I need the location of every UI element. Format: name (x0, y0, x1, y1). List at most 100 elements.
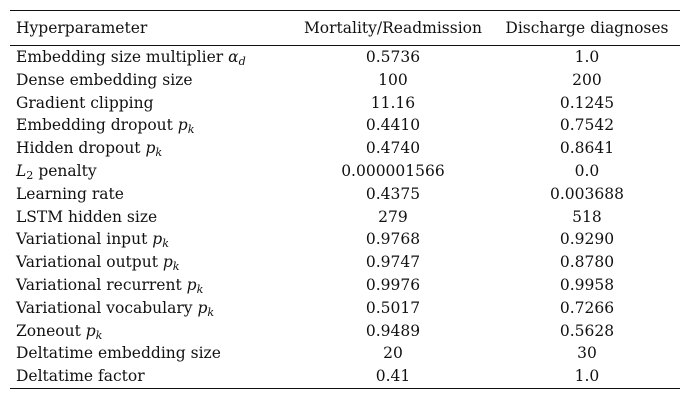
hyperparameter-name: Variational input pk (10, 228, 292, 251)
math-subscript: k (187, 123, 195, 137)
table-body: Embedding size multiplier αd 0.5736 1.0 Den… (10, 46, 680, 389)
discharge-diagnoses-value: 1.0 (574, 48, 600, 66)
math-subscript: k (172, 259, 180, 273)
hyperparameter-label: Learning rate (16, 184, 124, 203)
mortality-readmission-value: 0.000001566 (341, 161, 445, 180)
math-subscript: k (162, 237, 169, 251)
mortality-readmission-value: 0.4375 (365, 184, 421, 203)
math-symbol: p (152, 230, 163, 249)
hyperparameter-label: Embedding size multiplier (16, 48, 229, 66)
hyperparameter-label: Variational output (16, 253, 163, 272)
hyperparameter-label: Deltatime factor (16, 367, 145, 386)
hyperparameter-label: Dense embedding size (16, 70, 193, 89)
discharge-diagnoses-value: 30 (577, 344, 597, 363)
hyperparameter-label: Embedding dropout (16, 116, 178, 135)
hyperparameter-label: Hidden dropout (16, 139, 146, 158)
hyperparameter-label: Variational vocabulary (16, 298, 198, 317)
math-subscript: k (207, 305, 215, 319)
hyperparameter-label: Zoneout (16, 321, 86, 340)
math-subscript: k (196, 282, 204, 296)
table-row: Deltatime embedding size 20 30 (10, 342, 680, 365)
discharge-diagnoses-value: 1.0 (574, 367, 600, 386)
table-row: Gradient clipping 11.16 0.1245 (10, 92, 680, 115)
math-symbol: p (162, 253, 173, 272)
discharge-diagnoses-value: 0.5628 (559, 321, 615, 340)
math-symbol: p (177, 116, 188, 135)
table-row: Embedding dropout pk 0.4410 0.7542 (10, 114, 680, 137)
table-row: Deltatime factor 0.41 1.0 (10, 365, 680, 389)
hyperparameter-label: Variational input (16, 230, 153, 249)
header-row: Hyperparameter Mortality/Readmission Dis… (10, 10, 680, 46)
header-hyperparameter: Hyperparameter (16, 18, 148, 37)
hyperparameter-name: Variational vocabulary pk (10, 297, 292, 320)
discharge-diagnoses-value: 0.0 (574, 161, 600, 180)
math-symbol: p (197, 298, 208, 317)
table-row: Variational vocabulary pk 0.5017 0.7266 (10, 297, 680, 320)
mortality-readmission-value: 0.5736 (365, 48, 421, 66)
table-row: Variational recurrent pk 0.9976 0.9958 (10, 274, 680, 297)
discharge-diagnoses-value: 0.9290 (559, 230, 615, 249)
discharge-diagnoses-value: 200 (572, 70, 602, 89)
hyperparameter-name: Deltatime factor (10, 365, 292, 388)
math-symbol: p (145, 139, 156, 158)
math-subscript: k (155, 145, 163, 159)
math-subscript: 2 (26, 168, 34, 182)
hyperparameter-name: Variational output pk (10, 251, 292, 274)
hyperparameter-label: LSTM hidden size (16, 207, 158, 226)
hyperparameter-name: LSTM hidden size (10, 206, 292, 229)
math-symbol: L (16, 161, 27, 180)
table-row: Embedding size multiplier αd 0.5736 1.0 (10, 46, 680, 69)
discharge-diagnoses-value: 0.8780 (559, 253, 615, 272)
mortality-readmission-value: 0.5017 (365, 298, 421, 317)
hyperparameter-name: Embedding dropout pk (10, 114, 292, 137)
hyperparameter-name: Dense embedding size (10, 69, 292, 92)
hyperparameter-label-suffix: penalty (33, 161, 97, 180)
hyperparameter-table: Hyperparameter Mortality/Readmission Dis… (10, 10, 680, 389)
hyperparameter-name: Hidden dropout pk (10, 137, 292, 160)
math-subscript: k (95, 328, 103, 342)
hyperparameter-name: L2 penalty (10, 160, 292, 183)
table-row: Learning rate 0.4375 0.003688 (10, 183, 680, 206)
table-row: Variational output pk 0.9747 0.8780 (10, 251, 680, 274)
mortality-readmission-value: 0.9747 (365, 253, 421, 272)
mortality-readmission-value: 279 (378, 207, 408, 226)
hyperparameter-name: Variational recurrent pk (10, 274, 292, 297)
table-row: Zoneout pk 0.9489 0.5628 (10, 320, 680, 343)
table-row: L2 penalty 0.000001566 0.0 (10, 160, 680, 183)
hyperparameter-name: Gradient clipping (10, 92, 292, 115)
table-row: LSTM hidden size 279 518 (10, 206, 680, 229)
math-symbol: p (186, 275, 197, 294)
table-row: Variational input pk 0.9768 0.9290 (10, 228, 680, 251)
mortality-readmission-value: 0.41 (375, 367, 411, 386)
discharge-diagnoses-value: 0.8641 (559, 139, 615, 158)
math-symbol: p (85, 321, 96, 340)
discharge-diagnoses-value: 0.003688 (549, 184, 624, 203)
hyperparameter-label: Deltatime embedding size (16, 344, 221, 363)
discharge-diagnoses-value: 0.7542 (559, 116, 615, 135)
hyperparameter-name: Embedding size multiplier αd (10, 46, 292, 69)
hyperparameter-label: Gradient clipping (16, 93, 154, 112)
mortality-readmission-value: 0.4740 (365, 139, 421, 158)
header-discharge-diagnoses: Discharge diagnoses (505, 18, 669, 37)
hyperparameter-name: Learning rate (10, 183, 292, 206)
discharge-diagnoses-value: 0.9958 (559, 275, 615, 294)
discharge-diagnoses-value: 0.1245 (559, 93, 615, 112)
table-row: Dense embedding size 100 200 (10, 69, 680, 92)
hyperparameter-table-container: Hyperparameter Mortality/Readmission Dis… (10, 10, 680, 389)
mortality-readmission-value: 20 (383, 344, 403, 363)
mortality-readmission-value: 0.9768 (365, 230, 421, 249)
discharge-diagnoses-value: 0.7266 (559, 298, 615, 317)
hyperparameter-name: Zoneout pk (10, 320, 292, 343)
hyperparameter-name: Deltatime embedding size (10, 342, 292, 365)
mortality-readmission-value: 0.9976 (365, 275, 421, 294)
hyperparameter-label: Variational recurrent (16, 275, 187, 294)
math-subscript: d (238, 54, 246, 68)
mortality-readmission-value: 0.9489 (365, 321, 421, 340)
mortality-readmission-value: 0.4410 (365, 116, 421, 135)
mortality-readmission-value: 100 (378, 70, 408, 89)
table-row: Hidden dropout pk 0.4740 0.8641 (10, 137, 680, 160)
math-symbol: α (228, 48, 239, 66)
mortality-readmission-value: 11.16 (370, 93, 416, 112)
header-mortality-readmission: Mortality/Readmission (303, 18, 482, 37)
discharge-diagnoses-value: 518 (572, 207, 602, 226)
